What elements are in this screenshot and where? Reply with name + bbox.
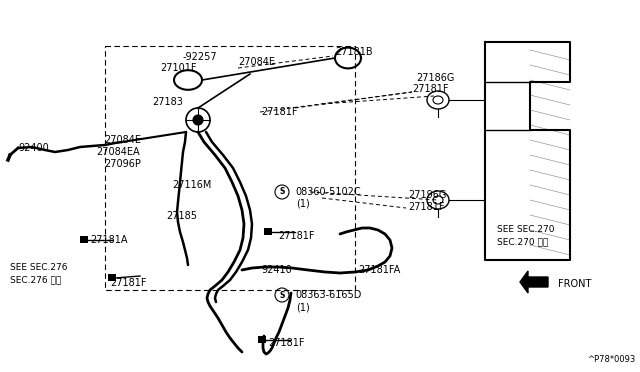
Text: 27116M: 27116M — [172, 180, 211, 190]
Text: 27181F: 27181F — [261, 107, 298, 117]
Text: SEE SEC.276: SEE SEC.276 — [10, 263, 67, 273]
Circle shape — [193, 115, 203, 125]
Bar — [258, 336, 266, 343]
Text: (1): (1) — [296, 199, 310, 209]
Text: 92400: 92400 — [18, 143, 49, 153]
Text: 27183: 27183 — [152, 97, 183, 107]
Bar — [264, 228, 272, 235]
Text: SEE SEC.270: SEE SEC.270 — [497, 225, 554, 234]
Text: ^P78*0093: ^P78*0093 — [587, 355, 635, 364]
Text: SEC.270 参照: SEC.270 参照 — [497, 237, 548, 247]
Text: 27181F: 27181F — [278, 231, 314, 241]
Text: (1): (1) — [296, 302, 310, 312]
Text: 27181F: 27181F — [110, 278, 147, 288]
Text: 27196G: 27196G — [408, 190, 446, 200]
Text: SEC.276 参照: SEC.276 参照 — [10, 276, 61, 285]
Text: 27181F: 27181F — [412, 84, 449, 94]
Text: 27181B: 27181B — [335, 47, 372, 57]
Text: FRONT: FRONT — [558, 279, 591, 289]
Text: 27181A: 27181A — [90, 235, 127, 245]
Text: S: S — [279, 291, 285, 299]
Text: 27185: 27185 — [166, 211, 197, 221]
Text: 27084EA: 27084EA — [96, 147, 140, 157]
Text: 27181F: 27181F — [408, 202, 445, 212]
Bar — [80, 236, 88, 243]
Text: 92410: 92410 — [261, 265, 292, 275]
Text: 08363-6165D: 08363-6165D — [295, 290, 362, 300]
Text: 08360-5102C: 08360-5102C — [295, 187, 360, 197]
Bar — [108, 274, 116, 281]
Text: 27084E: 27084E — [104, 135, 141, 145]
Text: 27096P: 27096P — [104, 159, 141, 169]
Text: -92257: -92257 — [183, 52, 218, 62]
Text: 27181FA: 27181FA — [358, 265, 400, 275]
Text: 27181F: 27181F — [268, 338, 305, 348]
Text: 27186G: 27186G — [416, 73, 454, 83]
Polygon shape — [520, 271, 548, 293]
Text: S: S — [279, 187, 285, 196]
Text: 27101F: 27101F — [160, 63, 196, 73]
Text: 27084E: 27084E — [238, 57, 275, 67]
